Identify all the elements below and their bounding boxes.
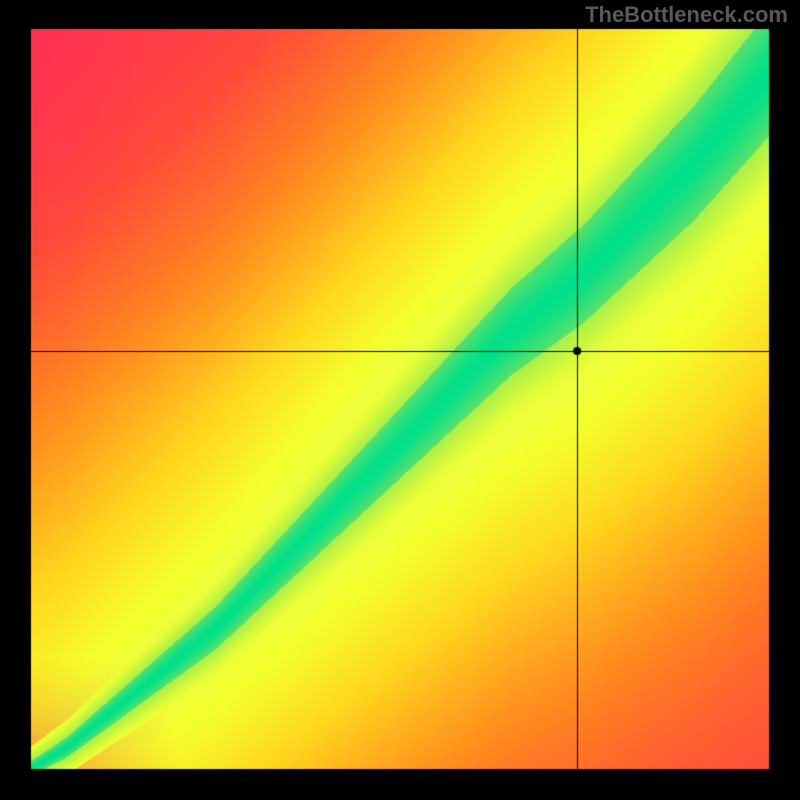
bottleneck-heatmap: [0, 0, 800, 800]
watermark-text: TheBottleneck.com: [585, 2, 788, 28]
